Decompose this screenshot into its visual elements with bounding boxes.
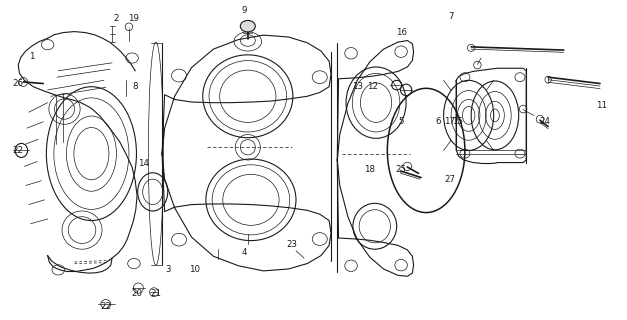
Text: 13: 13 — [352, 82, 363, 91]
Text: 10: 10 — [189, 265, 200, 275]
Text: 6: 6 — [436, 117, 441, 126]
Text: 4: 4 — [242, 248, 248, 257]
Text: 15: 15 — [452, 117, 463, 126]
Text: 7: 7 — [448, 12, 454, 21]
Text: 11: 11 — [596, 101, 607, 110]
Text: 12: 12 — [367, 82, 378, 91]
Text: 16: 16 — [396, 28, 406, 37]
Text: 27: 27 — [445, 175, 455, 184]
Text: 5: 5 — [398, 117, 404, 126]
Text: 2: 2 — [113, 14, 119, 23]
Text: 3: 3 — [166, 265, 171, 275]
Text: 21: 21 — [150, 289, 161, 298]
Text: 20: 20 — [132, 289, 142, 298]
Text: 1: 1 — [29, 52, 34, 61]
Ellipse shape — [240, 20, 255, 32]
Text: 8: 8 — [132, 82, 138, 91]
Text: 9: 9 — [242, 6, 248, 15]
Text: 24: 24 — [539, 117, 551, 126]
Text: 25: 25 — [396, 165, 406, 174]
Text: 19: 19 — [129, 14, 139, 23]
Text: 18: 18 — [364, 165, 376, 174]
Text: 22: 22 — [13, 146, 24, 155]
Text: 26: 26 — [13, 79, 24, 88]
Text: 17: 17 — [445, 117, 455, 126]
Text: 14: 14 — [138, 159, 149, 168]
Text: 22: 22 — [100, 302, 112, 311]
Text: 23: 23 — [286, 240, 297, 249]
